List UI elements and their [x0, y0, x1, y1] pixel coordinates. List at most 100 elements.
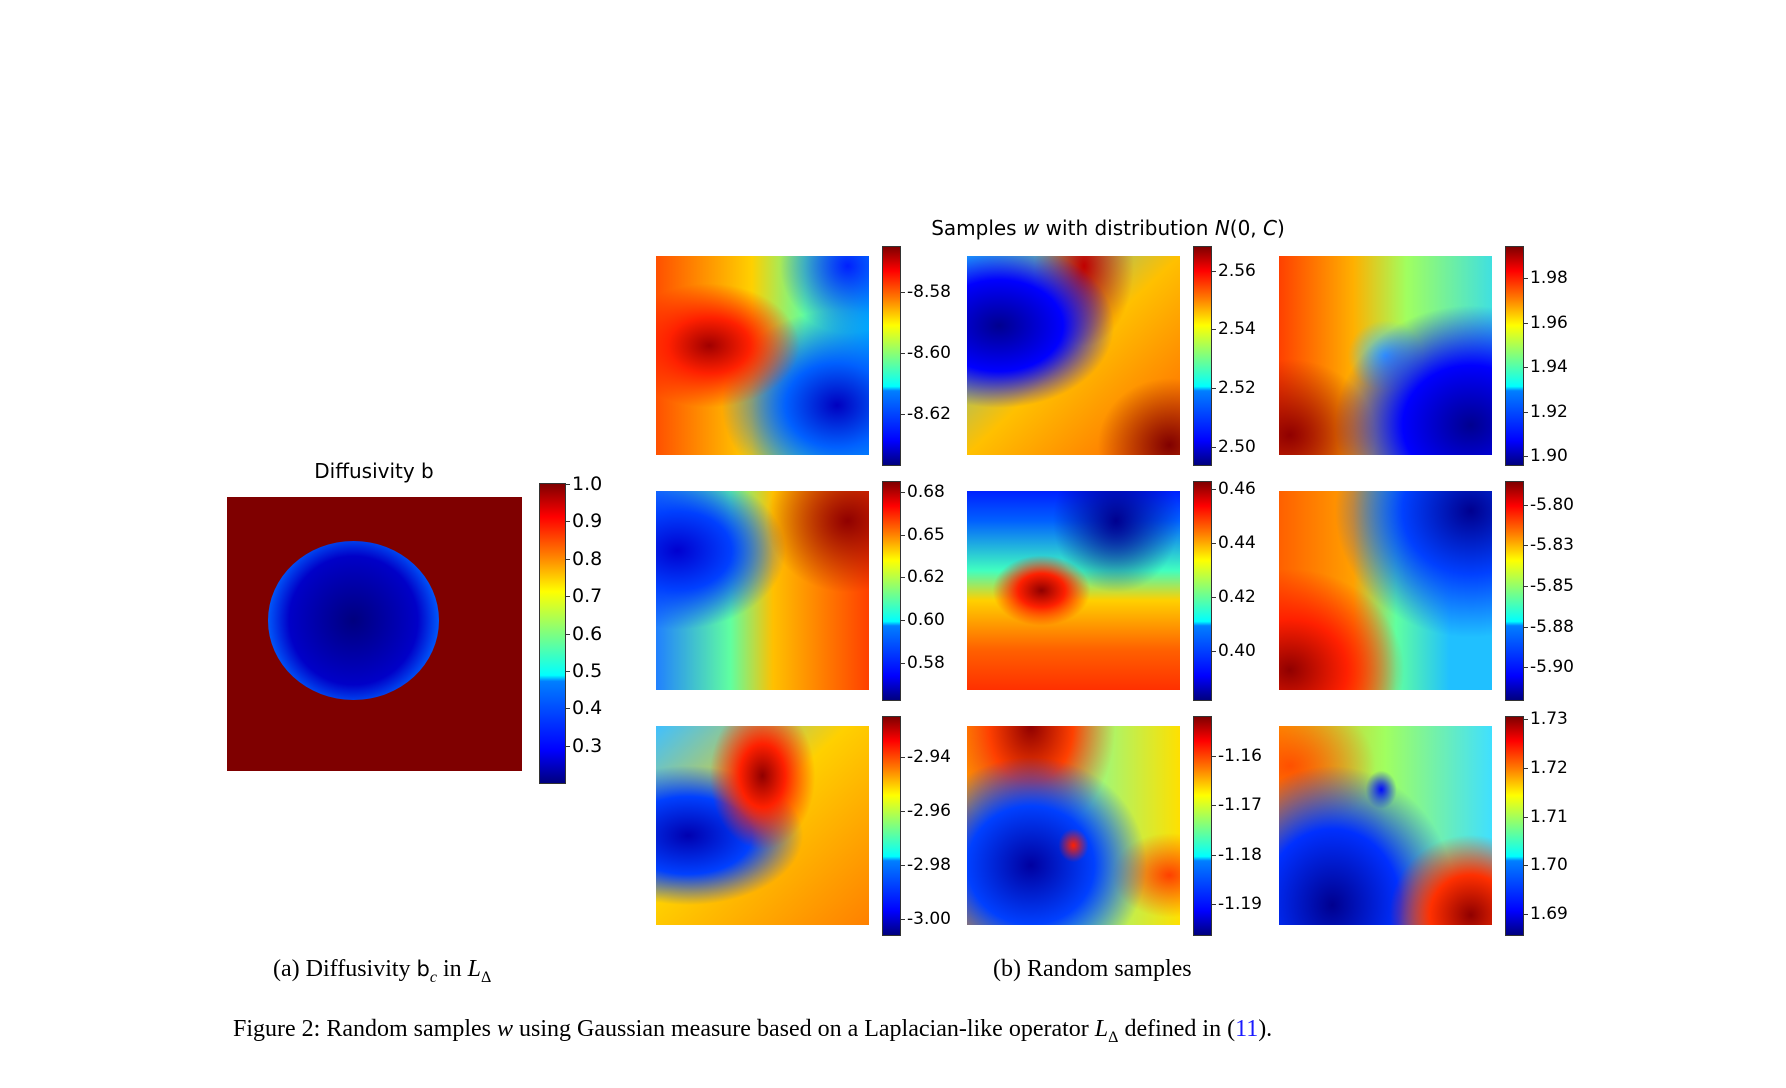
colorbar-tick-label: 0.44: [1218, 532, 1256, 553]
colorbar-tick: [1211, 488, 1216, 490]
colorbar-tick: [1211, 447, 1216, 449]
colorbar-tick-label: -2.94: [907, 747, 951, 768]
colorbar-tick-label: 0.60: [907, 609, 945, 630]
colorbar-tick-label: 1.96: [1530, 312, 1568, 333]
colorbar-tick-label: -5.85: [1530, 576, 1574, 597]
colorbar-tick-label: 1.98: [1530, 268, 1568, 289]
sample-heatmap: [656, 256, 869, 455]
colorbar-tick-label: -2.96: [907, 801, 951, 822]
sample-heatmap: [1279, 491, 1492, 690]
sample-heatmap: [967, 491, 1180, 690]
colorbar-tick: [565, 708, 570, 710]
colorbar-tick: [1211, 329, 1216, 331]
colorbar-tick: [1211, 854, 1216, 856]
colorbar-tick: [900, 577, 905, 579]
colorbar-tick: [1211, 270, 1216, 272]
colorbar-tick: [565, 745, 570, 747]
colorbar-tick-label: -2.98: [907, 855, 951, 876]
colorbar-tick: [565, 670, 570, 672]
sample-colorbar: -8.58 -8.60 -8.62: [882, 246, 951, 466]
colorbar-tick: [1211, 542, 1216, 544]
colorbar-tick: [565, 596, 570, 598]
colorbar-tick: [1523, 367, 1528, 369]
colorbar-tick: [1211, 597, 1216, 599]
colorbar-tick: [1211, 388, 1216, 390]
subcaption-text: in: [436, 956, 468, 982]
colorbar-tick-label: 1.72: [1530, 757, 1568, 778]
sample-colorbar: -1.16 -1.17 -1.18 -1.19: [1193, 716, 1262, 936]
title-text: ): [1277, 216, 1285, 240]
colorbar-tick-label: 0.9: [572, 510, 603, 533]
sample-colorbar: 1.73 1.72 1.71 1.70 1.69: [1505, 709, 1568, 936]
sample-heatmap: [1279, 256, 1492, 455]
colorbar-tick-label: 2.52: [1218, 378, 1256, 399]
colorbar-tick: [900, 292, 905, 294]
colorbar-tick: [1523, 667, 1528, 669]
caption-text: ).: [1258, 1016, 1273, 1042]
colorbar-tick: [1523, 545, 1528, 547]
colorbar-tick-label: 0.65: [907, 524, 945, 545]
colorbar-tick-label: 1.0: [572, 473, 603, 495]
colorbar-tick-label: 0.5: [572, 659, 603, 682]
samples-title: Samples w with distribution N(0, C): [931, 216, 1285, 240]
colorbar-tick-label: 2.56: [1218, 260, 1256, 281]
colorbar-tick-label: -8.62: [907, 403, 951, 424]
colorbar-tick: [900, 757, 905, 759]
title-text: (0,: [1229, 216, 1264, 240]
colorbar-tick-label: 1.73: [1530, 709, 1568, 730]
colorbar-tick: [1523, 586, 1528, 588]
title-n: N: [1214, 216, 1230, 240]
sample-colorbar: -2.94 -2.96 -2.98 -3.00: [882, 716, 951, 936]
colorbar-tick-label: 2.54: [1218, 319, 1256, 340]
colorbar-tick-label: 1.92: [1530, 401, 1568, 422]
sample-colorbar: 0.46 0.44 0.42 0.40: [1193, 479, 1256, 701]
colorbar-tick-label: 0.7: [572, 585, 603, 608]
colorbar-tick-label: 1.90: [1530, 446, 1568, 467]
subcaption-b: b: [416, 957, 430, 981]
title-w: w: [1022, 216, 1040, 240]
colorbar-tick-label: -8.60: [907, 342, 951, 363]
colorbar-tick: [900, 492, 905, 494]
subcaption-delta: Δ: [481, 968, 492, 986]
colorbar-tick: [1211, 651, 1216, 653]
colorbar-tick: [1211, 755, 1216, 757]
colorbar-tick-label: 1.94: [1530, 357, 1568, 378]
diffusivity-heatmap: [227, 497, 522, 771]
sample-colorbar: 2.56 2.54 2.52 2.50: [1193, 246, 1256, 466]
colorbar-tick-label: 1.71: [1530, 806, 1568, 827]
colorbar-tick-label: -5.80: [1530, 494, 1574, 515]
colorbar-tick: [1523, 278, 1528, 280]
colorbar-tick: [1523, 865, 1528, 867]
colorbar-tick-label: 1.69: [1530, 903, 1568, 924]
colorbar-tick: [1523, 322, 1528, 324]
colorbar-tick-label: -5.90: [1530, 657, 1574, 678]
title-text: with distribution: [1039, 216, 1215, 240]
colorbar-tick: [1523, 913, 1528, 915]
sample-colorbar: -5.80 -5.83 -5.85 -5.88 -5.90: [1505, 481, 1574, 701]
colorbar-tick: [565, 633, 570, 635]
colorbar-tick: [900, 534, 905, 536]
colorbar-tick-label: 0.8: [572, 547, 603, 570]
colorbar-tick-label: 0.68: [907, 482, 945, 503]
colorbar-tick: [1523, 719, 1528, 721]
colorbar-tick: [900, 662, 905, 664]
caption-text: Figure 2: Random samples: [233, 1016, 497, 1042]
colorbar-tick: [565, 558, 570, 560]
colorbar-tick: [565, 521, 570, 523]
colorbar-tick: [1523, 456, 1528, 458]
colorbar-tick-label: 0.62: [907, 567, 945, 588]
colorbar-tick-label: 0.3: [572, 734, 603, 757]
subcaption-a: (a) Diffusivity bc in LΔ: [273, 956, 491, 987]
title-c: C: [1263, 216, 1277, 240]
sample-heatmap: [967, 256, 1180, 455]
equation-reference-link[interactable]: 11: [1235, 1016, 1259, 1042]
colorbar-tick-label: 1.70: [1530, 855, 1568, 876]
colorbar-tick: [900, 918, 905, 920]
colorbar-tick: [1523, 816, 1528, 818]
caption-text: using Gaussian measure based on a Laplac…: [513, 1016, 1095, 1042]
colorbar-tick-label: -1.18: [1218, 844, 1262, 865]
low-diffusivity-disk: [268, 540, 440, 700]
colorbar-tick-label: 2.50: [1218, 437, 1256, 458]
colorbar-tick: [1523, 767, 1528, 769]
colorbar-tick: [1211, 805, 1216, 807]
